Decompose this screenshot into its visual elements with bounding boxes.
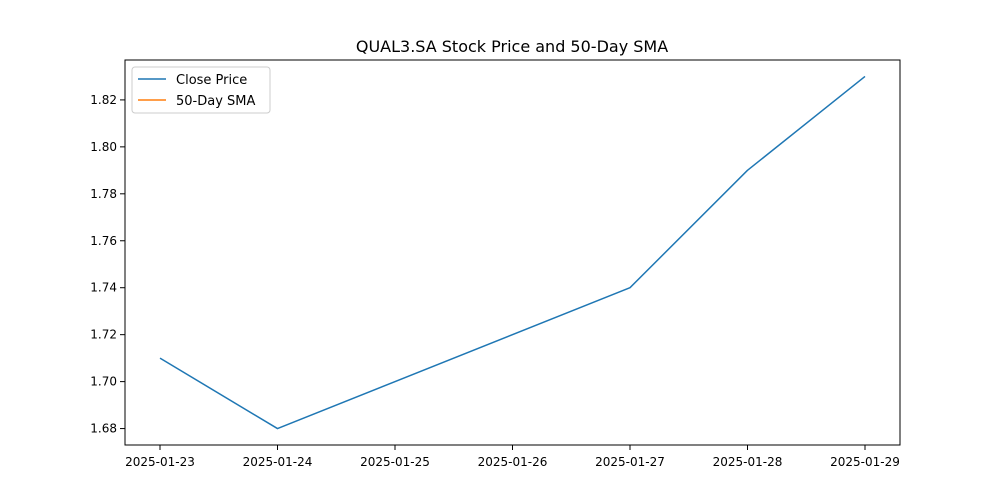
x-axis: 2025-01-23 2025-01-24 2025-01-25 2025-01-26… xyxy=(125,445,900,469)
y-tick-label: 1.74 xyxy=(90,281,117,295)
legend-label-0: Close Price xyxy=(176,73,247,88)
legend-label-1: 50-Day SMA xyxy=(176,94,256,109)
x-tick-label: 2025-01-28 xyxy=(713,455,783,469)
y-tick-label: 1.80 xyxy=(90,140,117,154)
x-tick-label: 2025-01-24 xyxy=(243,455,313,469)
x-tick-label: 2025-01-25 xyxy=(360,455,430,469)
x-tick-label: 2025-01-27 xyxy=(595,455,665,469)
series-layer xyxy=(159,75,866,430)
y-tick-label: 1.72 xyxy=(90,328,117,342)
legend: Close Price 50-Day SMA xyxy=(131,66,271,114)
y-tick-label: 1.70 xyxy=(90,375,117,389)
x-tick-label: 2025-01-29 xyxy=(830,455,900,469)
legend-box xyxy=(131,66,271,114)
y-tick-label: 1.76 xyxy=(90,234,117,248)
y-tick-label: 1.82 xyxy=(90,93,117,107)
y-tick-label: 1.78 xyxy=(90,187,117,201)
y-tick-label: 1.68 xyxy=(90,422,117,436)
y-axis: 1.68 1.70 1.72 1.74 1.76 1.78 1.80 1.82 xyxy=(90,93,125,436)
x-tick-label: 2025-01-26 xyxy=(478,455,548,469)
plot-area xyxy=(124,59,901,446)
chart-title: QUAL3.SA Stock Price and 50-Day SMA xyxy=(356,37,668,56)
x-tick-label: 2025-01-23 xyxy=(125,455,195,469)
series-line-0 xyxy=(159,75,866,430)
